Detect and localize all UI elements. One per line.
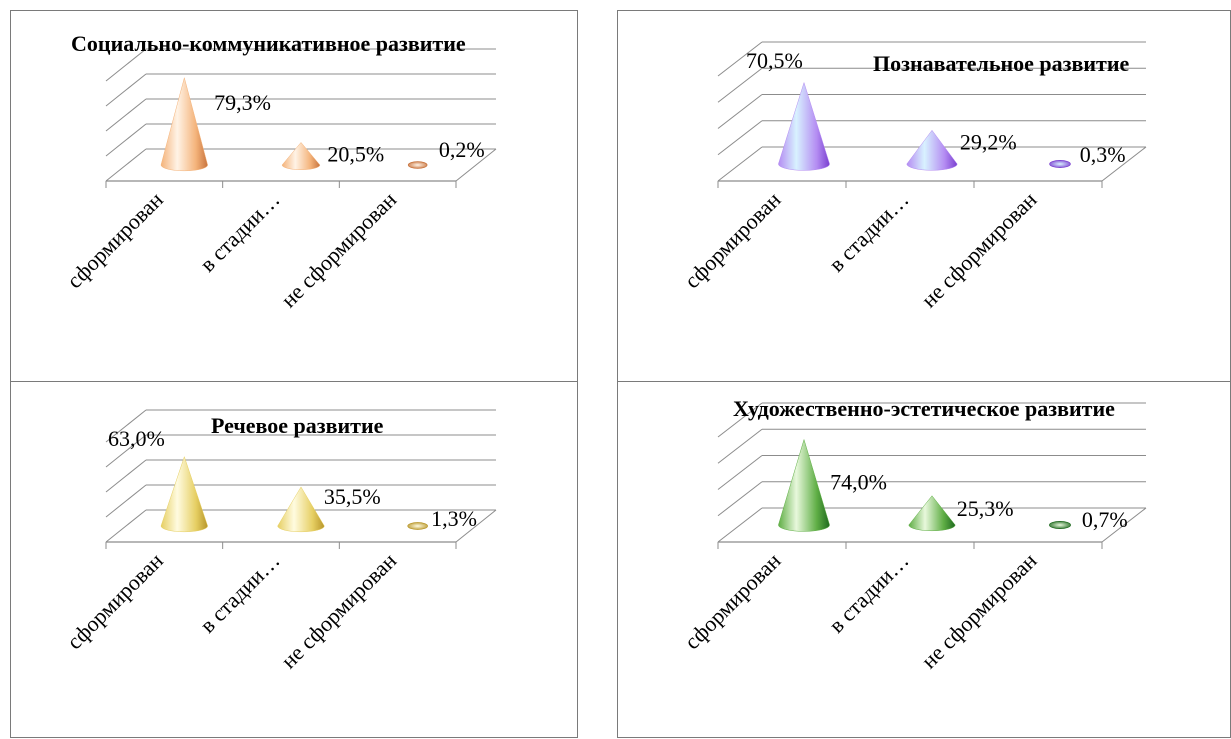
data-label: 79,3% [214, 90, 271, 115]
data-label: 0,7% [1082, 507, 1128, 532]
category-label: в стадии… [195, 548, 285, 638]
cone-bar [407, 161, 428, 169]
data-label: 0,2% [439, 137, 485, 162]
chart-svg: 79,3% 20,5% 0,2% сформирован в стадии…не сфо… [62, 31, 497, 313]
category-label: в стадии… [824, 548, 914, 638]
data-label: 35,5% [324, 484, 381, 509]
cone-bar [277, 486, 325, 533]
gridline-depth [717, 67, 763, 103]
gridline-depth [717, 481, 763, 517]
chart-title: Речевое развитие [211, 413, 384, 438]
category-label: сформирован [62, 187, 168, 293]
cone-bar [160, 76, 208, 172]
cone-bar [1049, 521, 1071, 529]
chart-svg: 70,5% 29,2% 0,3% сформирован в стадии… не сфо… [679, 41, 1147, 313]
chart-panel-speech: 63,0% 35,5% 1,3% сформирован в стадии… не сфо… [10, 381, 578, 738]
gridline-depth [717, 455, 763, 490]
gridline-depth [105, 98, 147, 132]
cone-bar [1049, 160, 1071, 168]
chart-title: Познавательное развитие [873, 51, 1130, 76]
floor-edge [1101, 507, 1147, 543]
gridline-depth [105, 434, 147, 468]
floor-edge [455, 148, 497, 182]
chart-title: Художественно-эстетическое развитие [733, 396, 1115, 421]
gridline-depth [105, 148, 147, 182]
gridline-depth [105, 73, 147, 107]
floor-edge [455, 509, 497, 543]
category-label: в стадии… [195, 187, 285, 277]
category-label: не сформирован [276, 548, 402, 674]
cone-bar [160, 455, 208, 533]
category-label: сформирован [62, 548, 168, 654]
data-label: 20,5% [327, 141, 384, 166]
gridline-depth [105, 48, 147, 82]
gridline-depth [717, 402, 763, 438]
category-label: не сформирован [916, 548, 1042, 674]
floor-edge [1101, 146, 1147, 182]
gridline-depth [105, 409, 147, 443]
gridline-depth [717, 120, 763, 156]
data-label: 70,5% [746, 48, 803, 73]
gridline-depth [717, 507, 763, 543]
category-label: не сформирован [276, 187, 402, 313]
data-label: 25,3% [957, 496, 1014, 521]
category-label: сформирован [679, 187, 785, 293]
gridline-depth [105, 484, 147, 518]
category-label: не сформирован [916, 187, 1042, 313]
cone-bar [407, 522, 428, 530]
gridline-depth [717, 428, 763, 464]
category-label: сформирован [679, 548, 785, 654]
gridline-depth [105, 123, 147, 157]
gridline-depth [717, 94, 763, 129]
cone-bar [906, 129, 958, 171]
chart-svg: 74,0% 25,3% 0,7% сформирован в стадии… не сфо… [679, 396, 1147, 674]
chart-panel-art: 74,0% 25,3% 0,7% сформирован в стадии… не сфо… [617, 381, 1231, 738]
cone-bar [908, 495, 956, 532]
cone-bar [281, 142, 321, 170]
gridline-depth [105, 509, 147, 543]
gridline-depth [717, 146, 763, 182]
gridline-depth [105, 459, 147, 493]
category-label: в стадии… [824, 187, 914, 277]
chart-svg: 63,0% 35,5% 1,3% сформирован в стадии…не сфо… [62, 409, 497, 674]
data-label: 29,2% [960, 129, 1017, 154]
chart-panel-social: 79,3% 20,5% 0,2% сформирован в стадии… не сфо… [10, 10, 578, 382]
gridline-depth [717, 41, 763, 77]
cone-bar [778, 81, 830, 171]
data-label: 0,3% [1080, 142, 1126, 167]
chart-panel-cognitive: 70,5% 29,2% 0,3% сформирован в стадии… не сфо… [617, 10, 1231, 382]
data-label: 74,0% [830, 470, 887, 495]
chart-title: Социально-коммуникативное развитие [71, 31, 466, 56]
cone-bar [778, 438, 830, 532]
data-label: 1,3% [431, 506, 477, 531]
data-label: 63,0% [108, 426, 165, 451]
